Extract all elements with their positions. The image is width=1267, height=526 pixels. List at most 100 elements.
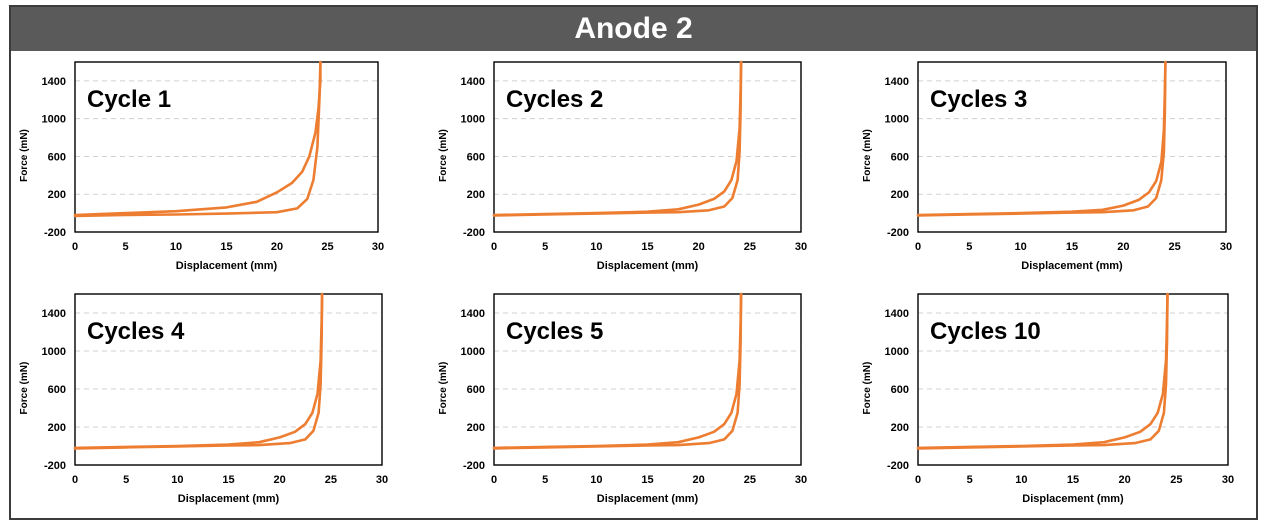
y-tick-label: 200 <box>48 189 66 201</box>
x-tick-label: 30 <box>376 474 388 486</box>
x-tick-label: 0 <box>72 474 78 486</box>
x-tick-label: 0 <box>915 241 921 253</box>
plot-frame <box>493 293 802 466</box>
y-tick-label: 1000 <box>885 346 909 358</box>
y-tick-label: 600 <box>891 384 909 396</box>
x-tick-label: 20 <box>693 474 705 486</box>
x-axis-label: Displacement (mm) <box>1021 260 1123 272</box>
x-tick-label: 20 <box>1119 474 1131 486</box>
y-tick-label: -200 <box>887 460 909 472</box>
y-tick-label: 1000 <box>461 346 485 358</box>
x-tick-label: 20 <box>271 241 283 253</box>
y-tick-label: 1000 <box>885 114 909 126</box>
y-tick-label: 1400 <box>42 308 66 320</box>
y-axis-label: Force (mN) <box>438 129 449 182</box>
x-tick-label: 5 <box>122 241 128 253</box>
y-tick-label: 200 <box>891 422 909 434</box>
plot-frame <box>74 61 379 233</box>
y-tick-label: -200 <box>463 460 485 472</box>
y-tick-label: 1400 <box>461 308 485 320</box>
x-tick-label: 0 <box>491 474 497 486</box>
y-tick-label: 1400 <box>885 76 909 88</box>
y-tick-label: 1400 <box>885 308 909 320</box>
x-tick-label: 25 <box>744 241 756 253</box>
x-tick-label: 5 <box>966 241 972 253</box>
plot-frame <box>917 293 1229 466</box>
series-line <box>492 60 743 217</box>
x-tick-label: 10 <box>590 241 602 253</box>
chart-panel: -200 200 600 1000 1400 0 5 10 15 20 25 30 Displaceme… <box>19 60 384 272</box>
x-tick-label: 5 <box>123 474 129 486</box>
chart-panel: -200 200 600 1000 1400 0 5 10 15 20 25 30 Displaceme… <box>438 292 807 505</box>
series-line <box>916 60 1167 217</box>
x-tick-label: 5 <box>542 474 548 486</box>
y-tick-label: 1400 <box>461 76 485 88</box>
y-tick-label: 600 <box>467 384 485 396</box>
chart-panel: -200 200 600 1000 1400 0 5 10 15 20 25 30 Displaceme… <box>862 60 1232 272</box>
x-tick-label: 25 <box>321 241 333 253</box>
chart-panel: -200 200 600 1000 1400 0 5 10 15 20 25 30 Displaceme… <box>438 60 807 272</box>
x-tick-label: 30 <box>1220 241 1232 253</box>
x-tick-label: 25 <box>744 474 756 486</box>
x-tick-label: 25 <box>325 474 337 486</box>
chart-panel: -200 200 600 1000 1400 0 5 10 15 20 25 30 Displaceme… <box>19 292 388 505</box>
figure-frame: Anode 2 <box>9 5 1258 520</box>
x-tick-label: 0 <box>491 241 497 253</box>
x-axis-label: Displacement (mm) <box>597 260 699 272</box>
plot-frame <box>493 61 802 233</box>
plot-frame <box>74 293 383 466</box>
y-tick-label: -200 <box>44 460 66 472</box>
y-tick-label: 1400 <box>42 76 66 88</box>
panel-label: Cycles 5 <box>506 318 603 345</box>
x-tick-label: 5 <box>967 474 973 486</box>
y-axis-label: Force (mN) <box>19 129 30 182</box>
x-tick-label: 10 <box>170 241 182 253</box>
panel-label: Cycles 4 <box>87 318 185 345</box>
x-tick-label: 20 <box>1117 241 1129 253</box>
x-tick-label: 15 <box>220 241 232 253</box>
x-tick-label: 10 <box>171 474 183 486</box>
x-tick-label: 0 <box>915 474 921 486</box>
y-tick-label: 600 <box>467 151 485 163</box>
plot-frame <box>917 61 1227 233</box>
y-axis-label: Force (mN) <box>19 362 30 415</box>
y-tick-label: 600 <box>48 151 66 163</box>
panel-label: Cycles 3 <box>930 86 1027 113</box>
x-tick-label: 10 <box>590 474 602 486</box>
x-tick-label: 10 <box>1015 474 1027 486</box>
x-axis-label: Displacement (mm) <box>597 493 699 505</box>
y-tick-label: 200 <box>891 189 909 201</box>
y-tick-label: 600 <box>48 384 66 396</box>
y-tick-label: 200 <box>48 422 66 434</box>
y-tick-label: 1000 <box>42 346 66 358</box>
series-line <box>73 60 322 217</box>
series-line <box>916 292 1169 450</box>
series-line <box>73 60 322 218</box>
banner-title: Anode 2 <box>11 7 1256 51</box>
y-tick-label: 200 <box>467 422 485 434</box>
x-tick-label: 25 <box>1169 241 1181 253</box>
x-tick-label: 15 <box>641 241 653 253</box>
y-axis-label: Force (mN) <box>862 129 873 182</box>
x-tick-label: 15 <box>641 474 653 486</box>
x-tick-label: 15 <box>222 474 234 486</box>
x-tick-label: 20 <box>693 241 705 253</box>
chart-panel: -200 200 600 1000 1400 0 5 10 15 20 25 30 Displaceme… <box>862 292 1234 505</box>
y-axis-label: Force (mN) <box>438 362 449 415</box>
y-axis-label: Force (mN) <box>862 362 873 415</box>
x-tick-label: 20 <box>274 474 286 486</box>
x-tick-label: 5 <box>542 241 548 253</box>
x-axis-label: Displacement (mm) <box>178 493 280 505</box>
x-tick-label: 25 <box>1170 474 1182 486</box>
x-axis-label: Displacement (mm) <box>1022 493 1124 505</box>
x-tick-label: 30 <box>1222 474 1234 486</box>
series-line <box>73 292 324 450</box>
x-tick-label: 30 <box>372 241 384 253</box>
y-tick-label: 1000 <box>461 114 485 126</box>
x-tick-label: 0 <box>72 241 78 253</box>
panel-label: Cycles 2 <box>506 86 603 113</box>
y-tick-label: -200 <box>463 227 485 239</box>
series-line <box>492 60 743 217</box>
series-line <box>492 292 743 450</box>
